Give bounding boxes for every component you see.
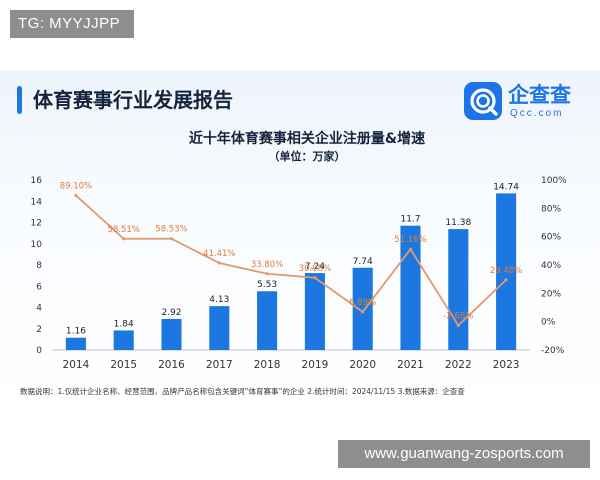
y-tick-label: 8: [36, 261, 42, 271]
bar: [352, 267, 373, 350]
watermark-bottom: www.guanwang-zosports.com: [338, 440, 590, 468]
x-tick-label: 2022: [445, 359, 472, 371]
growth-label: 58.51%: [107, 225, 139, 235]
x-tick-label: 2017: [206, 359, 233, 371]
growth-line: [75, 194, 507, 327]
growth-label: 30.98%: [299, 264, 331, 274]
bar-value-label: 14.74: [493, 182, 519, 192]
y2-tick-label: 0%: [541, 318, 556, 328]
y-tick-label: 10: [31, 240, 43, 250]
bar: [209, 306, 230, 350]
x-tick-label: 2020: [349, 359, 376, 371]
bar-value-label: 4.13: [209, 295, 229, 305]
y2-tick-label: 60%: [541, 233, 561, 243]
growth-label: 58.53%: [155, 225, 187, 235]
bar: [496, 193, 517, 350]
y2-tick-label: -20%: [541, 346, 565, 356]
y-tick-label: 0: [36, 346, 42, 356]
bar-value-label: 5.53: [257, 280, 277, 290]
growth-point: [456, 323, 460, 328]
y2-tick-label: 20%: [541, 289, 561, 299]
y2-tick-label: 80%: [541, 204, 561, 214]
chart-subtitle: （单位：万家）: [269, 149, 346, 163]
footnote: 数据说明：1.仅统计企业名称、经营范围、品牌产品名称包含关键词“体育赛事”的企业…: [20, 387, 465, 396]
y-tick-label: 14: [31, 197, 43, 207]
bar-value-label: 1.16: [66, 327, 86, 337]
bar-value-label: 11.7: [400, 215, 420, 225]
title-accent-bar: [17, 86, 22, 114]
y-tick-label: 12: [31, 219, 42, 229]
report-title: 体育赛事行业发展报告: [33, 88, 233, 112]
bar-value-label: 7.74: [353, 257, 373, 267]
growth-point: [74, 193, 78, 198]
x-tick-label: 2015: [110, 359, 137, 371]
bar: [65, 337, 86, 350]
y-tick-label: 6: [36, 282, 42, 292]
y-tick-label: 16: [31, 176, 43, 186]
bar-value-label: 7.24: [305, 262, 325, 272]
y2-tick-label: 100%: [541, 176, 567, 186]
growth-point: [408, 247, 413, 251]
qcc-logo-icon: [464, 82, 502, 120]
x-tick-label: 2023: [493, 359, 520, 371]
x-tick-label: 2019: [302, 359, 329, 371]
growth-point: [122, 237, 126, 241]
bar: [448, 229, 469, 350]
growth-point: [265, 272, 269, 276]
growth-label: 33.80%: [251, 260, 283, 270]
y-tick-label: 4: [36, 304, 42, 314]
growth-label: 41.41%: [203, 249, 235, 259]
y-tick-label: 2: [36, 325, 42, 335]
bar-value-label: 2.92: [161, 308, 181, 318]
watermark-top: TG: MYYJJPP: [10, 10, 134, 38]
y2-tick-label: 40%: [541, 261, 561, 271]
growth-point: [313, 276, 317, 280]
bar: [257, 291, 278, 350]
growth-point: [504, 278, 508, 282]
x-tick-label: 2018: [254, 359, 281, 371]
logo-text-cn: 企查查: [508, 83, 571, 107]
bar-value-label: 1.84: [114, 319, 134, 329]
x-tick-label: 2016: [158, 359, 185, 371]
bar: [304, 273, 325, 350]
growth-label: 89.10%: [60, 181, 92, 191]
logo-text-en: Qcc.com: [510, 108, 564, 119]
x-tick-label: 2014: [63, 359, 90, 371]
x-tick-label: 2021: [397, 359, 424, 371]
growth-point: [217, 261, 221, 265]
bar: [113, 330, 134, 350]
growth-point: [361, 310, 365, 314]
growth-label: 51.16%: [394, 235, 426, 245]
growth-label: 29.48%: [490, 266, 522, 276]
growth-point: [169, 237, 174, 241]
growth-label: -2.68%: [443, 311, 473, 321]
bar-value-label: 11.38: [445, 218, 471, 228]
qcc-logo: 企查查 Qcc.com: [464, 82, 592, 122]
chart-title: 近十年体育赛事相关企业注册量&增速: [189, 130, 425, 147]
growth-label: 6.89%: [349, 298, 376, 308]
bar: [161, 318, 182, 350]
